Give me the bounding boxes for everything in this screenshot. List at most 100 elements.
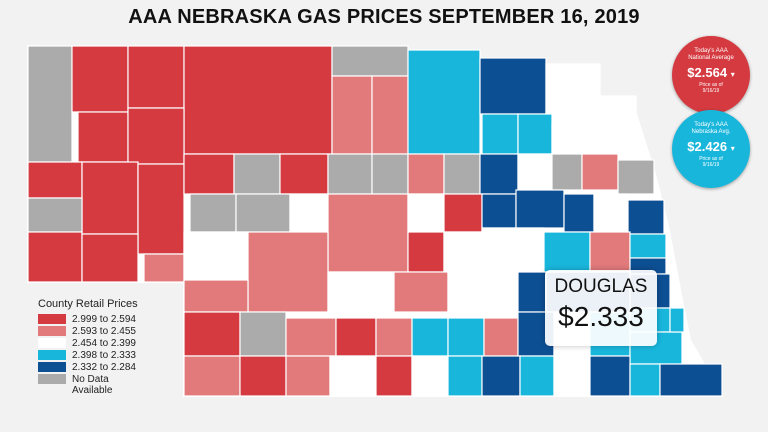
county[interactable] [447, 271, 485, 313]
county[interactable] [593, 193, 629, 231]
county[interactable] [443, 193, 483, 233]
county[interactable] [27, 231, 83, 283]
county[interactable] [183, 311, 241, 357]
county[interactable] [517, 153, 553, 191]
county[interactable] [143, 253, 185, 283]
legend-title: County Retail Prices [38, 298, 138, 310]
county[interactable] [589, 231, 631, 273]
county[interactable] [483, 271, 519, 313]
county[interactable] [27, 197, 83, 233]
county[interactable] [393, 271, 449, 313]
county[interactable] [183, 355, 241, 397]
county[interactable] [581, 153, 619, 191]
county[interactable] [599, 95, 637, 133]
county[interactable] [327, 193, 409, 273]
county[interactable] [407, 153, 445, 195]
county[interactable] [481, 193, 517, 229]
county[interactable] [411, 355, 449, 397]
county[interactable] [669, 307, 685, 333]
legend-swatch [38, 314, 66, 324]
county[interactable] [617, 159, 655, 195]
national-price-as-of: Price as of [699, 82, 723, 88]
county[interactable] [127, 107, 185, 165]
douglas-county-callout: DOUGLAS $2.333 [545, 270, 657, 346]
county[interactable] [447, 355, 483, 397]
county[interactable] [81, 233, 139, 283]
county[interactable] [551, 153, 583, 191]
county[interactable] [411, 317, 449, 357]
county[interactable] [137, 163, 185, 255]
county[interactable] [183, 231, 249, 281]
county[interactable] [443, 231, 483, 273]
county[interactable] [329, 355, 377, 397]
county[interactable] [183, 45, 333, 155]
county[interactable] [77, 111, 129, 163]
county[interactable] [375, 355, 413, 397]
county[interactable] [481, 113, 519, 155]
legend: County Retail Prices 2.999 to 2.594 2.59… [38, 298, 138, 398]
county[interactable] [335, 317, 377, 357]
county[interactable] [27, 45, 73, 163]
map-title: AAA NEBRASKA GAS PRICES SEPTEMBER 16, 20… [128, 6, 640, 28]
county[interactable] [27, 161, 83, 199]
county[interactable] [285, 317, 337, 357]
legend-item: 2.332 to 2.284 [38, 362, 138, 374]
county[interactable] [247, 231, 329, 313]
county[interactable] [443, 153, 481, 195]
county[interactable] [407, 193, 445, 233]
county[interactable] [233, 153, 281, 195]
national-caption-line2: National Average [688, 55, 734, 61]
county[interactable] [127, 45, 185, 109]
county[interactable] [519, 355, 555, 397]
county[interactable] [545, 63, 601, 125]
county[interactable] [285, 355, 331, 397]
county[interactable] [517, 271, 547, 313]
county[interactable] [481, 227, 545, 273]
legend-swatch [38, 326, 66, 336]
county[interactable] [517, 113, 553, 155]
county[interactable] [279, 153, 329, 195]
county[interactable] [479, 153, 519, 195]
county[interactable] [235, 193, 291, 233]
legend-swatch [38, 350, 66, 360]
county[interactable] [627, 199, 665, 235]
county[interactable] [483, 317, 519, 357]
national-average-badge: Today's AAA National Average $2.564 ▾ Pr… [672, 36, 750, 114]
county[interactable] [375, 317, 413, 357]
legend-label: 2.332 to 2.284 [72, 362, 136, 373]
county[interactable] [563, 193, 595, 233]
county[interactable] [331, 75, 373, 155]
county[interactable] [481, 355, 521, 397]
county[interactable] [629, 233, 667, 259]
county[interactable] [515, 189, 565, 229]
nebraska-caption-line1: Today's AAA [694, 122, 728, 128]
county[interactable] [407, 49, 481, 155]
county[interactable] [239, 311, 287, 357]
county[interactable] [543, 231, 591, 273]
county[interactable] [599, 131, 637, 155]
county[interactable] [189, 193, 237, 233]
county[interactable] [327, 271, 395, 313]
county[interactable] [183, 279, 249, 313]
county[interactable] [407, 231, 445, 273]
county[interactable] [183, 153, 235, 195]
county[interactable] [327, 153, 373, 195]
county[interactable] [331, 45, 409, 77]
county[interactable] [371, 75, 409, 155]
county[interactable] [553, 355, 591, 397]
county[interactable] [551, 123, 601, 155]
legend-item: 2.398 to 2.333 [38, 350, 138, 362]
county[interactable] [239, 355, 287, 397]
county[interactable] [479, 57, 547, 115]
county[interactable] [289, 193, 329, 233]
county[interactable] [589, 355, 631, 397]
county[interactable] [629, 363, 661, 397]
legend-item: 2.593 to 2.455 [38, 326, 138, 338]
county[interactable] [81, 161, 139, 235]
legend-item: 2.454 to 2.399 [38, 338, 138, 350]
county[interactable] [71, 45, 129, 113]
county[interactable] [659, 363, 723, 397]
county[interactable] [371, 153, 409, 195]
county[interactable] [447, 317, 485, 357]
nebraska-price-as-of: Price as of [699, 156, 723, 162]
